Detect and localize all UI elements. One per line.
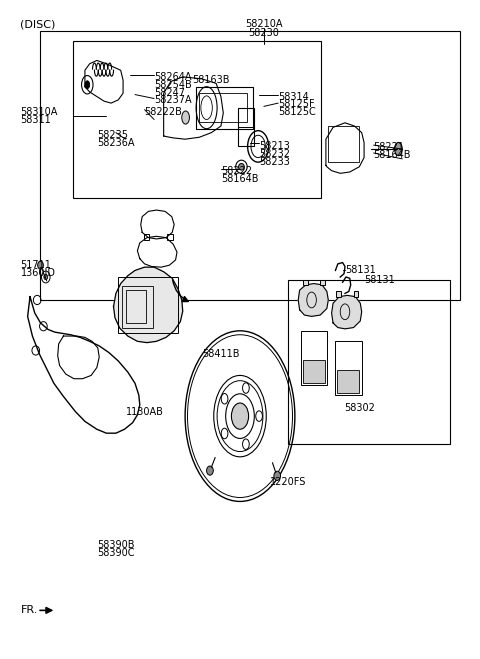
Bar — [39, 31, 459, 300]
Bar — [336, 341, 362, 395]
Text: 58254B: 58254B — [154, 80, 192, 90]
Text: 58131: 58131 — [364, 275, 395, 285]
Text: 58210A: 58210A — [245, 19, 283, 30]
Text: 58411B: 58411B — [202, 349, 240, 359]
Text: 58390C: 58390C — [97, 548, 134, 558]
Text: 58125C: 58125C — [278, 107, 316, 117]
Bar — [121, 285, 153, 328]
Text: 58230: 58230 — [249, 28, 279, 38]
Text: 58233: 58233 — [259, 156, 290, 167]
Bar — [354, 291, 359, 297]
Text: (DISC): (DISC) — [21, 19, 56, 30]
Text: 58164B: 58164B — [373, 150, 411, 160]
Text: 58311: 58311 — [21, 115, 51, 125]
Ellipse shape — [206, 466, 213, 475]
Bar — [337, 370, 360, 393]
Text: 58221: 58221 — [373, 142, 405, 152]
Text: 1360JD: 1360JD — [21, 268, 56, 278]
Ellipse shape — [274, 471, 281, 480]
Text: FR.: FR. — [21, 606, 38, 616]
Polygon shape — [332, 295, 362, 329]
Text: 58237A: 58237A — [154, 96, 192, 105]
Text: 58310A: 58310A — [21, 107, 58, 117]
Ellipse shape — [239, 163, 244, 170]
Bar — [118, 277, 178, 333]
Text: 58125F: 58125F — [278, 100, 315, 109]
Bar — [303, 279, 308, 285]
Text: 58264A: 58264A — [154, 72, 192, 82]
Bar — [301, 331, 327, 386]
Text: 51711: 51711 — [21, 260, 51, 270]
Bar — [126, 290, 146, 323]
Text: 1130AB: 1130AB — [126, 407, 164, 416]
Text: 58247: 58247 — [154, 88, 185, 98]
Text: 58302: 58302 — [344, 403, 375, 413]
Text: 58232: 58232 — [259, 149, 290, 159]
Bar — [144, 234, 149, 241]
Ellipse shape — [395, 142, 402, 156]
Text: 58236A: 58236A — [97, 138, 134, 148]
Bar — [320, 279, 325, 285]
Text: 58222B: 58222B — [144, 107, 182, 117]
Bar — [73, 41, 321, 198]
Ellipse shape — [37, 261, 43, 269]
Polygon shape — [298, 283, 328, 316]
Bar — [336, 291, 341, 297]
Text: 58235: 58235 — [97, 130, 128, 140]
Text: 58131: 58131 — [345, 266, 376, 275]
Bar — [288, 280, 450, 444]
Bar — [199, 94, 247, 122]
Bar — [168, 234, 173, 241]
Ellipse shape — [44, 274, 48, 279]
Text: 58213: 58213 — [259, 141, 290, 151]
Text: 58390B: 58390B — [97, 540, 134, 550]
Polygon shape — [114, 267, 183, 343]
Ellipse shape — [231, 403, 249, 429]
Bar — [196, 87, 253, 129]
Ellipse shape — [85, 81, 90, 89]
Text: 1220FS: 1220FS — [270, 476, 306, 487]
Text: 58164B: 58164B — [221, 173, 258, 184]
Bar — [303, 360, 325, 384]
Ellipse shape — [182, 111, 190, 124]
Text: 58163B: 58163B — [192, 75, 230, 85]
Bar — [328, 126, 360, 162]
Text: 58314: 58314 — [278, 92, 309, 101]
Text: 58222: 58222 — [221, 165, 252, 176]
Bar — [238, 107, 254, 146]
